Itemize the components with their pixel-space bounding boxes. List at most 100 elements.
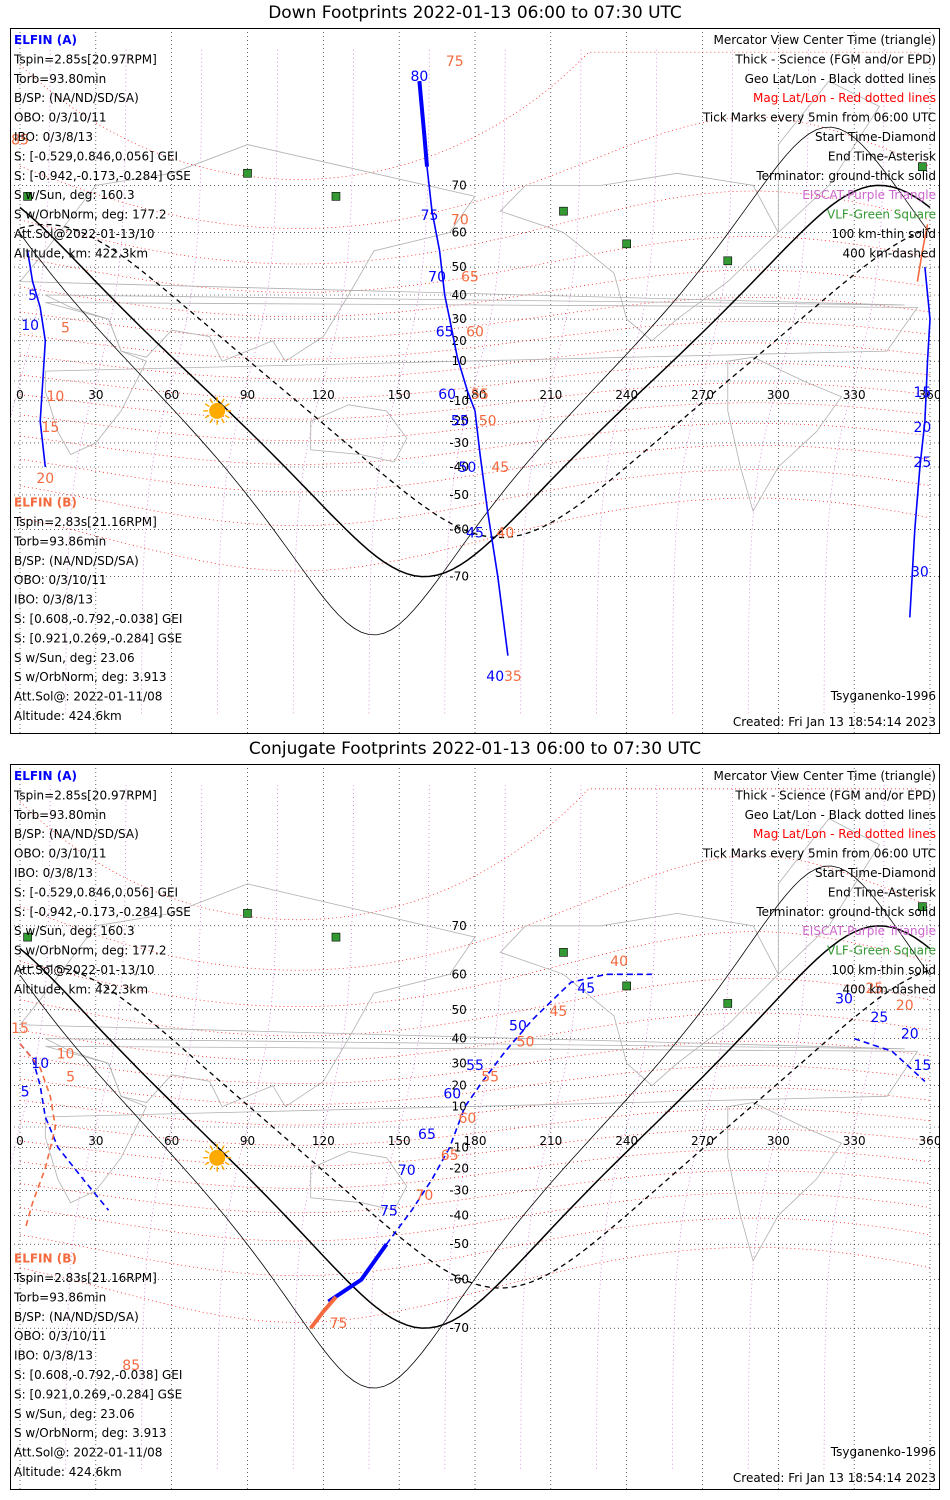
footprint-line (426, 166, 509, 656)
lat-tick-label: 30 (452, 312, 467, 326)
mag-meridian (292, 785, 354, 1469)
lon-tick-label: 30 (88, 388, 103, 402)
legend-line: Mercator View Center Time (triangle) (714, 769, 936, 783)
time-tick-label: 35 (504, 669, 522, 685)
elfin-a-info-line: S w/Sun, deg: 160.3 (14, 188, 135, 202)
lat-tick-label: 60 (452, 967, 467, 981)
time-tick-label: 85 (11, 133, 29, 149)
time-tick-label: 45 (491, 460, 509, 476)
created-timestamp: Created: Fri Jan 13 18:54:14 2023 (733, 715, 936, 729)
footprint-line (916, 224, 929, 282)
terminator-line (19, 126, 931, 636)
time-tick-label: 25 (871, 1010, 889, 1026)
lat-tick-label: -10 (449, 394, 469, 408)
legend-line: Terminator: ground-thick solid (755, 169, 936, 183)
time-tick-label: 55 (481, 1069, 499, 1085)
time-tick-label: 60 (459, 1111, 477, 1127)
coastline (777, 80, 880, 234)
vlf-site-marker (243, 168, 252, 178)
lat-tick-label: 50 (452, 260, 467, 274)
vlf-site-marker (23, 192, 32, 201)
axis-labels: 0 30 60 90 120 150 180 210 240 270 300 330 360706050… (16, 178, 940, 583)
lon-tick-label: 30 (88, 1134, 103, 1148)
coastlines (19, 80, 919, 513)
legend-line: EISCAT-Purple Triangle (802, 188, 936, 202)
vlf-site-marker (918, 902, 927, 911)
legend: Mercator View Center Time (triangle) Thic… (702, 769, 936, 996)
time-tick-label: 50 (509, 1018, 527, 1034)
mag-parallel (19, 1108, 931, 1146)
elfin-b-info-line: S w/OrbNorm, deg: 3.913 (14, 1426, 166, 1440)
elfin-a-info-line: OBO: 0/3/10/11 (14, 111, 107, 125)
time-tick-label: 10 (31, 1056, 49, 1072)
time-tick-label: 20 (896, 998, 914, 1014)
time-tick-label: 75 (380, 1203, 398, 1219)
time-tick-label: 10 (57, 1047, 75, 1063)
elfin-b-info-line: S w/Sun, deg: 23.06 (14, 651, 135, 665)
time-tick-label: 30 (911, 565, 929, 581)
elfin-a-info-line: Torb=93.80min (13, 72, 106, 86)
elfin-b-info-line: Tspin=2.83s[21.16RPM] (13, 515, 157, 529)
time-tick-label: 65 (461, 270, 479, 286)
coastline (310, 404, 408, 463)
time-tick-label: 50 (479, 413, 497, 429)
conjugate-footprints-map: 0 30 60 90 120 150 180 210 240 270 300 330 360 70 60 50… (10, 764, 940, 1490)
mag-grid (10, 785, 931, 1469)
time-tick-label: 65 (418, 1127, 436, 1143)
elfin-a-info: ELFIN (A) Tspin=2.85s[20.97RPM] Torb=93.80… (13, 769, 191, 996)
vlf-site-marker (622, 981, 631, 991)
time-tick-label: 5 (28, 288, 37, 304)
elfin-b-info-line: S: [0.921,0.269,-0.284] GSE (14, 1387, 182, 1401)
footprint-line (309, 1295, 338, 1330)
mag-meridian (520, 785, 582, 1469)
mag-parallel (19, 402, 931, 442)
sun-ray (221, 1145, 225, 1151)
elfin-b-info-line: Altitude: 424.6km (14, 1465, 122, 1479)
elfin-b-info-line: S w/Sun, deg: 23.06 (14, 1407, 135, 1421)
legend-line: Start Time-Diamond (815, 130, 936, 144)
lon-tick-label: 270 (691, 1134, 714, 1148)
elfin-a-info-line: B/SP: (NA/ND/SD/SA) (14, 91, 139, 105)
lat-tick-label: -60 (449, 522, 469, 536)
footprint-line (19, 1043, 57, 1230)
footprint-line (327, 1243, 389, 1304)
lat-tick-label: 30 (452, 1056, 467, 1070)
sun-ray (224, 1161, 230, 1166)
legend-line: Thick - Science (FGM and/or EPD) (734, 788, 936, 802)
elfin-a-info-line: S: [-0.942,-0.173,-0.284] GSE (14, 905, 191, 919)
time-tick-label: 70 (451, 212, 469, 228)
coastline (44, 302, 919, 456)
elfin-a-info-line: OBO: 0/3/10/11 (14, 847, 107, 861)
down-panel-title: Down Footprints 2022-01-13 06:00 to 07:3… (268, 3, 682, 23)
mag-parallel (19, 1246, 931, 1323)
elfin-a-info-line: S: [-0.942,-0.173,-0.284] GSE (14, 169, 191, 183)
time-tick-label: 15 (914, 385, 932, 401)
vlf-site-marker (243, 909, 252, 918)
legend-line: Mag Lat/Lon - Red dotted lines (753, 827, 936, 841)
elfin-b-info-line: Altitude: 424.6km (14, 709, 122, 723)
elfin-a-info: ELFIN (A) Tspin=2.85s[20.97RPM] Torb=93.80… (13, 33, 191, 260)
lon-tick-label: 240 (615, 388, 638, 402)
conjugate-panel-title: Conjugate Footprints 2022-01-13 06:00 to… (248, 739, 702, 759)
lat-tick-label: -30 (449, 436, 469, 450)
geo-grid (10, 28, 940, 734)
coastline (310, 1151, 408, 1211)
mag-parallel (19, 1217, 931, 1277)
time-tick-label: 55 (466, 1058, 484, 1074)
legend: Mercator View Center Time (triangle) Thic… (702, 33, 936, 260)
lon-tick-label: 330 (843, 1134, 866, 1148)
mag-meridian (141, 785, 203, 1469)
time-tick-label: 55 (471, 387, 489, 403)
sun-ray (224, 1150, 230, 1154)
lon-tick-label: 360 (919, 1134, 940, 1148)
time-tick-label: 75 (446, 54, 464, 70)
lon-tick-label: 60 (164, 388, 179, 402)
legend-line: 100 km-thin solid (831, 227, 936, 241)
sun-ray (204, 403, 210, 407)
sun-ray (209, 1165, 214, 1171)
time-tick-label: 20 (901, 1027, 919, 1043)
elfin-a-info-line: Att.Sol@2022-01-13/10 (14, 227, 155, 241)
vlf-sites (23, 162, 927, 266)
lat-tick-label: 40 (452, 1032, 467, 1046)
